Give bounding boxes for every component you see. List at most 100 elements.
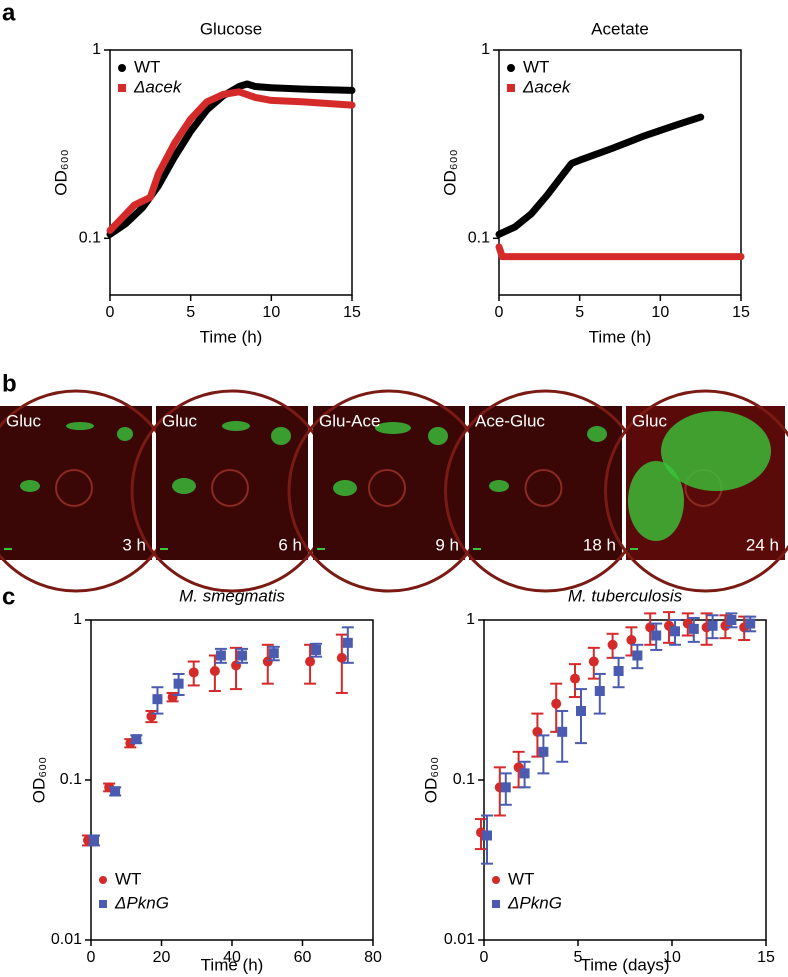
time-label: 6 h — [278, 535, 302, 554]
x-tick-label: 5 — [574, 949, 583, 966]
colony — [66, 422, 94, 430]
y-tick-label: 0.1 — [453, 771, 475, 788]
marker — [588, 656, 599, 667]
scale-bar — [630, 548, 638, 550]
plot-frame — [109, 49, 353, 296]
time-label: 9 h — [435, 535, 459, 554]
legend-label: Δacek — [522, 77, 572, 96]
y-tick-label: 0.1 — [60, 771, 82, 788]
colony — [271, 427, 291, 445]
legend-label: ΔPknG — [114, 893, 169, 912]
chart: M. tuberculosis Time (days) OD₆₀₀ 0 5 10 15 0.0… — [421, 586, 775, 974]
y-axis-label: OD₆₀₀ — [51, 149, 70, 195]
y-axis-label: OD₆₀₀ — [29, 757, 48, 803]
x-tick-label: 0 — [106, 304, 115, 321]
center-well — [368, 469, 406, 507]
condition-label: Glu-Ace — [319, 411, 380, 430]
marker — [645, 622, 656, 633]
scale-bar — [473, 548, 481, 550]
colony — [222, 421, 250, 431]
marker — [551, 698, 562, 709]
legend-marker — [99, 876, 107, 884]
marker — [576, 705, 586, 716]
legend-label: WT — [523, 57, 549, 76]
plot-frame — [498, 49, 742, 296]
x-tick-label: 60 — [294, 949, 312, 966]
data-line — [495, 243, 745, 261]
legend-marker — [492, 900, 500, 908]
x-tick-label: 5 — [575, 304, 584, 321]
marker — [688, 623, 699, 634]
micrograph: Gluc 6 h — [130, 389, 334, 593]
x-axis-label: Time (h) — [200, 327, 263, 346]
y-axis-label: OD₆₀₀ — [421, 757, 440, 803]
marker — [745, 618, 756, 629]
marker — [557, 726, 568, 737]
center-well — [211, 469, 249, 507]
x-tick-label: 15 — [757, 949, 775, 966]
chart-title: Glucose — [200, 19, 262, 38]
marker — [570, 673, 580, 684]
x-tick-label: 0 — [87, 949, 96, 966]
marker — [651, 630, 662, 641]
center-well — [55, 469, 93, 507]
marker — [707, 620, 718, 631]
y-tick-label: 1 — [466, 611, 475, 628]
x-tick-label: 40 — [223, 949, 241, 966]
marker — [626, 634, 637, 645]
chart: M. smegmatis Time (h) OD₆₀₀ 0 20 40 60 80 0.01 0.… — [29, 586, 382, 974]
condition-label: Gluc — [632, 411, 667, 430]
marker — [519, 768, 530, 779]
colony — [172, 478, 196, 494]
marker — [131, 734, 142, 745]
panel-letter: c — [2, 583, 15, 610]
colony — [587, 426, 607, 442]
panel-letter: b — [2, 370, 17, 397]
colony — [20, 480, 40, 492]
center-well — [524, 469, 563, 507]
marker — [209, 666, 220, 677]
marker — [632, 650, 643, 661]
condition-label: Ace-Gluc — [475, 411, 545, 430]
marker — [670, 626, 680, 637]
micrograph: Gluc 24 h — [604, 389, 788, 593]
marker — [188, 667, 199, 678]
marker — [538, 746, 549, 757]
legend-marker — [492, 876, 500, 884]
colony — [628, 461, 684, 541]
y-tick-label: 1 — [73, 611, 82, 628]
x-tick-label: 10 — [651, 304, 669, 321]
x-tick-label: 20 — [153, 949, 171, 966]
y-tick-label: 1 — [481, 41, 490, 58]
data-line — [106, 80, 356, 238]
x-tick-label: 0 — [480, 949, 489, 966]
x-tick-label: 10 — [663, 949, 681, 966]
marker — [613, 666, 624, 677]
x-tick-label: 0 — [495, 304, 504, 321]
y-tick-label: 0.1 — [468, 230, 490, 247]
x-tick-label: 15 — [732, 304, 750, 321]
y-axis-label: OD₆₀₀ — [440, 149, 459, 195]
condition-label: Gluc — [162, 411, 197, 430]
data-line — [495, 113, 705, 238]
marker — [500, 782, 511, 793]
micrograph: Glu-Ace 9 h — [287, 389, 491, 593]
scale-bar — [4, 548, 12, 550]
x-tick-label: 10 — [262, 304, 280, 321]
marker — [594, 685, 605, 696]
legend-label: Δacek — [133, 77, 183, 96]
x-axis-label: Time (days) — [580, 955, 669, 974]
legend-label: WT — [115, 869, 141, 888]
chamber-ring — [604, 389, 788, 593]
marker — [336, 652, 347, 663]
x-tick-label: 15 — [343, 304, 361, 321]
chart-title: M. smegmatis — [179, 586, 285, 605]
legend-label: ΔPknG — [507, 893, 562, 912]
colony — [489, 480, 509, 492]
colony — [375, 422, 411, 434]
marker — [726, 615, 737, 625]
legend-label: WT — [134, 57, 160, 76]
legend-marker — [507, 64, 515, 72]
